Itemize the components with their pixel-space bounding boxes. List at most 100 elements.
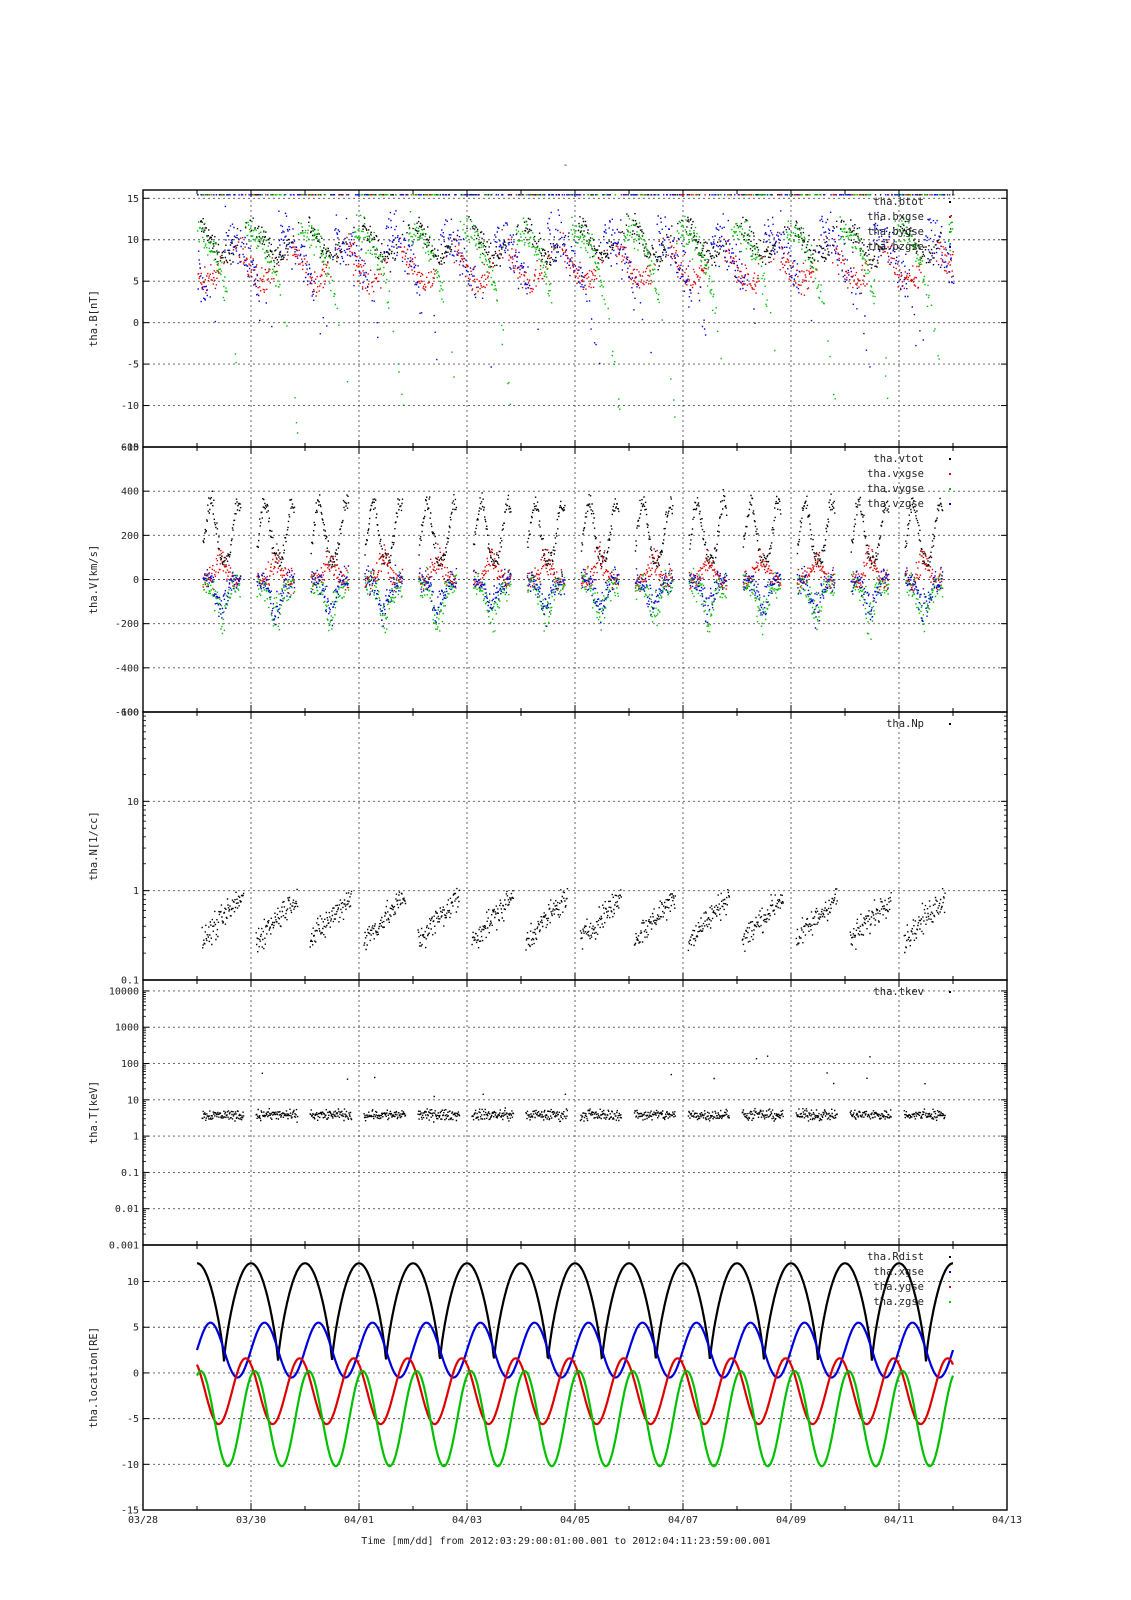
series-points bbox=[202, 541, 944, 596]
legend-label: tha.bygse bbox=[867, 226, 924, 238]
legend-marker bbox=[949, 488, 951, 490]
series-tha-bxgse bbox=[197, 194, 955, 297]
panel-frame bbox=[142, 1244, 1008, 1511]
legend-label: tha.Rdist bbox=[867, 1251, 924, 1263]
y-axis-label: tha.location[RE] bbox=[88, 1327, 100, 1428]
series-tha-vzgse bbox=[202, 563, 944, 629]
y-tick-label: 0.1 bbox=[121, 1168, 139, 1179]
y-tick-label: 0.1 bbox=[121, 976, 139, 987]
legend-label: tha.zgse bbox=[873, 1296, 924, 1308]
legend-marker bbox=[949, 723, 951, 725]
legend-marker bbox=[949, 458, 951, 460]
panel-2: 600 400 200 0 -200 -400 -600 tha.V[km/s] tha.vto… bbox=[88, 443, 1008, 719]
legend-label: tha.vzgse bbox=[867, 498, 924, 510]
legend-marker bbox=[949, 1286, 951, 1288]
y-tick-label: 10 bbox=[127, 797, 139, 808]
y-tick-label: -5 bbox=[127, 1414, 139, 1425]
series-tha-bygse bbox=[197, 194, 955, 434]
x-axis-label: Time [mm/dd] from 2012:03:29:00:01:00.00… bbox=[361, 1536, 770, 1547]
legend-marker bbox=[949, 201, 951, 203]
y-tick-label: 10000 bbox=[109, 986, 139, 997]
y-tick-label: 100 bbox=[121, 708, 139, 719]
legend-label: tha.vtot bbox=[873, 453, 924, 465]
panels-group: 151050-5-10-15tha.B[nT]tha.btottha.bxgse… bbox=[88, 189, 1022, 1526]
series-line bbox=[197, 1262, 953, 1362]
series-points bbox=[201, 1055, 946, 1123]
x-tick-label: 04/03 bbox=[452, 1515, 482, 1526]
legend-label: tha.bzgse bbox=[867, 241, 924, 253]
legend-marker bbox=[949, 473, 951, 475]
x-tick-label: 04/05 bbox=[560, 1515, 590, 1526]
legend-label: tha.vygse bbox=[867, 483, 924, 495]
legend-label: tha.xgse bbox=[873, 1266, 924, 1278]
y-tick-label: -15 bbox=[121, 1506, 139, 1517]
y-tick-label: -10 bbox=[121, 1460, 139, 1471]
y-tick-label: 1 bbox=[133, 886, 139, 897]
series-tha-vygse bbox=[202, 567, 944, 640]
y-tick-label: 10 bbox=[127, 1095, 139, 1106]
y-tick-label: 600 bbox=[121, 443, 139, 454]
panel-5: 10 5 0 -5 -10 -15 tha.location[RE] tha.Rdist tha… bbox=[88, 1244, 1008, 1517]
series-points bbox=[197, 194, 955, 297]
y-tick-label: -200 bbox=[115, 619, 139, 630]
y-tick-label: 10 bbox=[127, 235, 139, 246]
y-tick-label: 0 bbox=[133, 575, 139, 586]
y-tick-label: 200 bbox=[121, 531, 139, 542]
panel-3: 100 10 1 0.1 tha.N[1/cc] tha.Np bbox=[88, 708, 1008, 987]
legend-label: tha.vxgse bbox=[867, 468, 924, 480]
x-tick-label: 03/28 bbox=[128, 1515, 158, 1526]
x-tick-label: 04/01 bbox=[344, 1515, 374, 1526]
data-group bbox=[195, 1262, 955, 1468]
y-tick-label: -15 bbox=[121, 443, 139, 454]
y-tick-label: 0 bbox=[133, 1368, 139, 1379]
legend-marker bbox=[949, 1256, 951, 1258]
x-tick-label: 04/11 bbox=[884, 1515, 914, 1526]
x-tick-label: 03/30 bbox=[236, 1515, 266, 1526]
y-axis-label: tha.T[keV] bbox=[88, 1081, 100, 1144]
legend-label: tha.Np bbox=[886, 718, 924, 730]
legend-marker bbox=[949, 1301, 951, 1303]
y-tick-label: -600 bbox=[115, 708, 139, 719]
y-axis-label: tha.V[km/s] bbox=[88, 545, 100, 615]
panel-4: 10000 1000 100 10 1 0.1 0.01 0.001 tha.T[keV] tha… bbox=[88, 979, 1008, 1252]
y-tick-label: 5 bbox=[133, 1323, 139, 1334]
panel-1: 15 10 5 0 -5 -10 -15 tha.B[nT] tha.btot tha.bxgse… bbox=[88, 189, 1008, 454]
y-tick-label: 400 bbox=[121, 487, 139, 498]
series-tha-Rdist bbox=[197, 1262, 953, 1362]
series-tha-vxgse bbox=[202, 541, 944, 596]
y-tick-label: 0.001 bbox=[109, 1241, 139, 1252]
y-tick-label: -400 bbox=[115, 663, 139, 674]
series-tha-xgse bbox=[195, 1321, 955, 1379]
series-points bbox=[201, 887, 946, 954]
series-points bbox=[197, 194, 955, 368]
x-tick-label: 04/09 bbox=[776, 1515, 806, 1526]
series-tha-zgse bbox=[195, 1369, 955, 1468]
series-points bbox=[202, 489, 944, 568]
series-tha-bzgse bbox=[197, 194, 955, 368]
y-tick-label: 1 bbox=[133, 1132, 139, 1143]
y-tick-label: 100 bbox=[121, 1059, 139, 1070]
y-tick-label: 15 bbox=[127, 194, 139, 205]
series-line bbox=[195, 1321, 955, 1379]
x-tick-label: 04/13 bbox=[992, 1515, 1022, 1526]
legend-label: tha.bxgse bbox=[867, 211, 924, 223]
legend-marker bbox=[949, 503, 951, 505]
series-tha-vtot bbox=[202, 489, 944, 568]
y-axis-label: tha.B[nT] bbox=[88, 290, 100, 347]
data-group bbox=[201, 887, 946, 954]
y-tick-label: 0.01 bbox=[115, 1204, 139, 1215]
legend-marker bbox=[949, 1271, 951, 1273]
figure-title: - bbox=[562, 160, 569, 171]
y-tick-label: 10 bbox=[127, 1277, 139, 1288]
x-tick-label: 04/07 bbox=[668, 1515, 698, 1526]
series-points bbox=[197, 194, 955, 434]
legend-marker bbox=[949, 991, 951, 993]
y-tick-label: 5 bbox=[133, 277, 139, 288]
legend-label: tha.btot bbox=[873, 196, 924, 208]
legend-label: tha.ygse bbox=[873, 1281, 924, 1293]
legend-marker bbox=[949, 216, 951, 218]
y-tick-label: 0 bbox=[133, 318, 139, 329]
y-tick-label: -5 bbox=[127, 360, 139, 371]
series-points bbox=[202, 563, 944, 629]
